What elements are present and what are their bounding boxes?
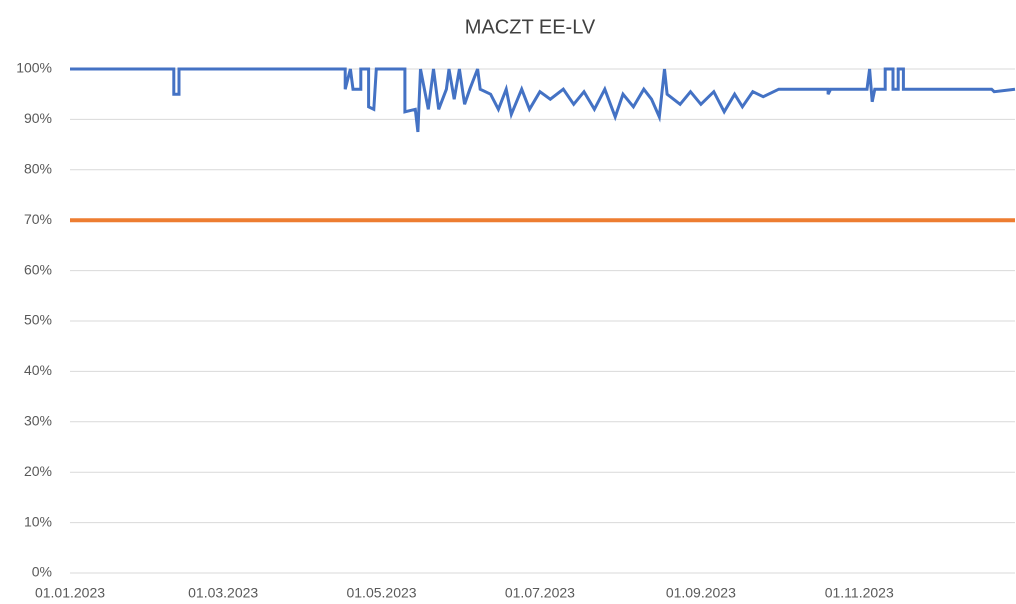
y-tick-label: 70% (24, 211, 52, 227)
y-tick-label: 90% (24, 110, 52, 126)
x-tick-label: 01.01.2023 (35, 585, 105, 601)
y-tick-label: 50% (24, 312, 52, 328)
y-tick-label: 60% (24, 261, 52, 277)
y-tick-label: 80% (24, 161, 52, 177)
y-tick-label: 20% (24, 463, 52, 479)
y-tick-label: 0% (32, 564, 52, 580)
y-tick-label: 100% (16, 60, 52, 76)
x-tick-label: 01.09.2023 (666, 585, 736, 601)
y-tick-label: 40% (24, 362, 52, 378)
y-tick-label: 30% (24, 413, 52, 429)
x-tick-label: 01.11.2023 (825, 585, 894, 601)
x-tick-label: 01.07.2023 (505, 585, 575, 601)
line-series (70, 67, 1016, 133)
y-tick-label: 10% (24, 513, 52, 529)
x-tick-label: 01.05.2023 (346, 585, 416, 601)
x-tick-label: 01.03.2023 (188, 585, 258, 601)
chart-title: MACZT EE-LV (465, 16, 596, 38)
